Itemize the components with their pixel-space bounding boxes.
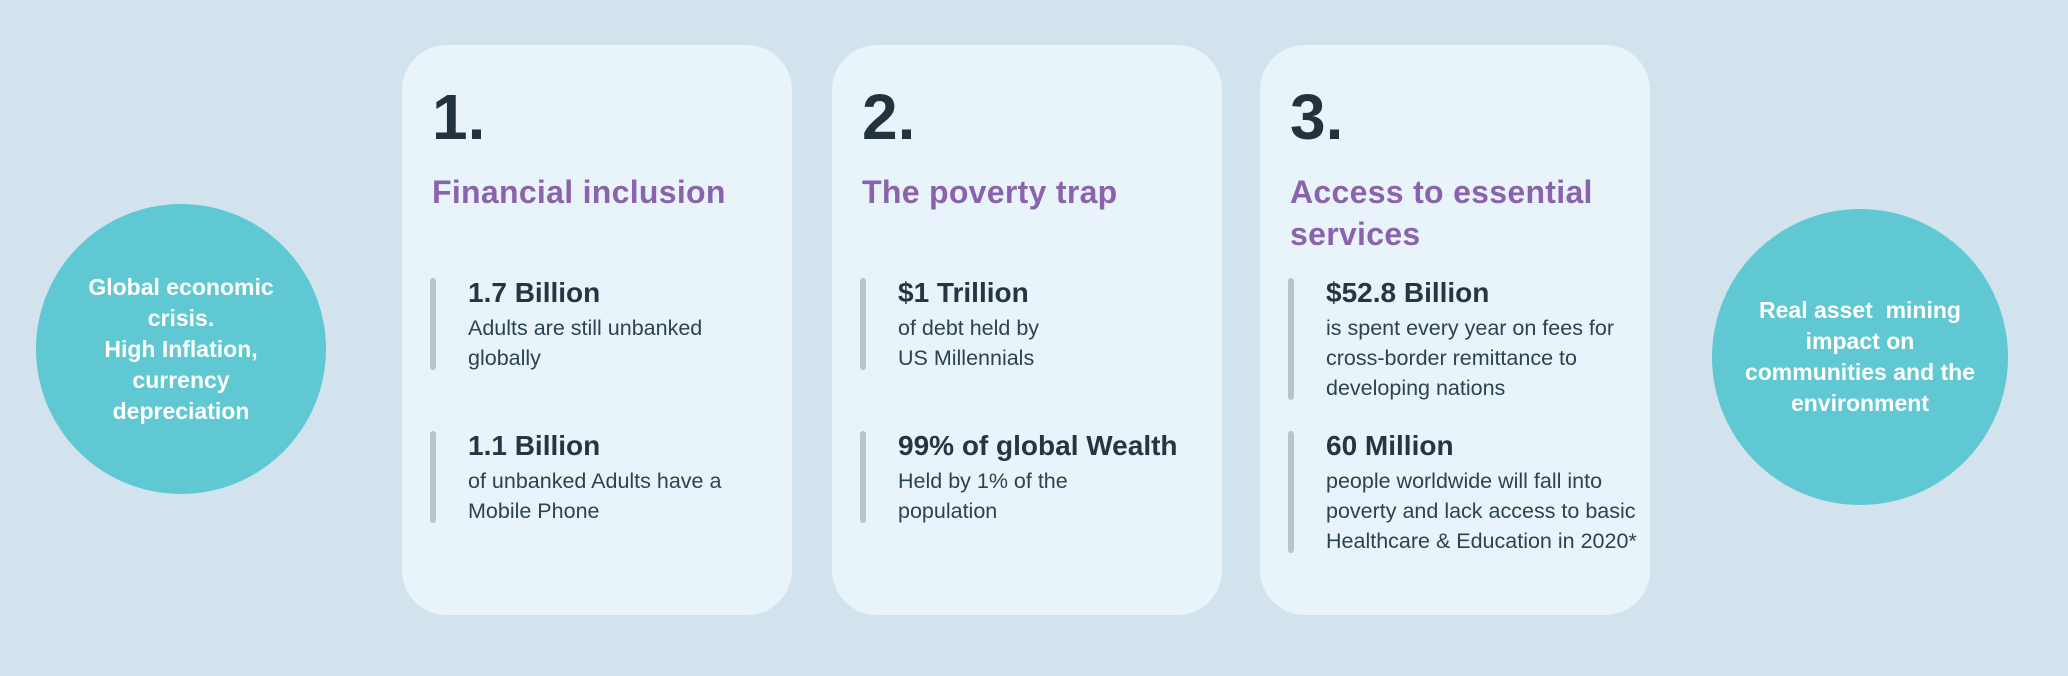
card-title-poverty-trap: The poverty trap	[862, 174, 1118, 210]
right-bubble-text: Real asset mining impact on communities …	[1744, 297, 1976, 416]
stat-description: Adults are still unbanked globally	[468, 316, 703, 370]
card-title-financial-inclusion: Financial inclusion	[432, 174, 726, 210]
card-poverty-trap: 2. The poverty trap $1 Trillion of debt …	[832, 45, 1222, 615]
right-bubble: Real asset mining impact on communities …	[1712, 209, 2008, 505]
stat-description: is spent every year on fees for cross-bo…	[1326, 316, 1615, 400]
card-access-essential-services: 3. Access to essential services $52.8 Bi…	[1260, 45, 1650, 615]
card-financial-inclusion: 1. Financial inclusion 1.7 Billion Adult…	[402, 45, 792, 615]
stat-value: 1.7 Billion	[468, 277, 601, 308]
stat-value: 99% of global Wealth	[898, 430, 1178, 461]
stat-block-poverty-2020: 60 Million people worldwide will fall in…	[1288, 428, 1638, 556]
stat-accent-bar	[1288, 431, 1294, 553]
stat-accent-bar	[860, 278, 866, 370]
stat-description: of debt held by US Millennials	[898, 316, 1040, 370]
stat-value: $52.8 Billion	[1326, 277, 1490, 308]
stat-block-remittance-fees: $52.8 Billion is spent every year on fee…	[1288, 275, 1638, 403]
stat-value: $1 Trillion	[898, 277, 1029, 308]
left-bubble: Global economic crisis. High Inflation, …	[36, 204, 326, 494]
stat-block-millennial-debt: $1 Trillion of debt held by US Millennia…	[860, 275, 1210, 373]
stat-block-mobile-phone: 1.1 Billion of unbanked Adults have a Mo…	[430, 428, 780, 526]
stat-value: 60 Million	[1326, 430, 1454, 461]
stat-value: 1.1 Billion	[468, 430, 601, 461]
stat-accent-bar	[430, 278, 436, 370]
stat-description: of unbanked Adults have a Mobile Phone	[468, 469, 722, 523]
stat-block-unbanked: 1.7 Billion Adults are still unbanked gl…	[430, 275, 780, 373]
stat-block-global-wealth: 99% of global Wealth Held by 1% of the p…	[860, 428, 1210, 526]
card-number-2: 2.	[862, 81, 916, 153]
card-number-3: 3.	[1290, 81, 1344, 153]
stat-description: people worldwide will fall into poverty …	[1326, 469, 1637, 553]
stat-accent-bar	[1288, 278, 1294, 400]
stat-accent-bar	[430, 431, 436, 523]
card-number-1: 1.	[432, 81, 486, 153]
stat-description: Held by 1% of the population	[898, 469, 1068, 523]
stat-accent-bar	[860, 431, 866, 523]
left-bubble-text: Global economic crisis. High Inflation, …	[88, 273, 274, 424]
card-title-access-services: Access to essential services	[1290, 174, 1593, 252]
